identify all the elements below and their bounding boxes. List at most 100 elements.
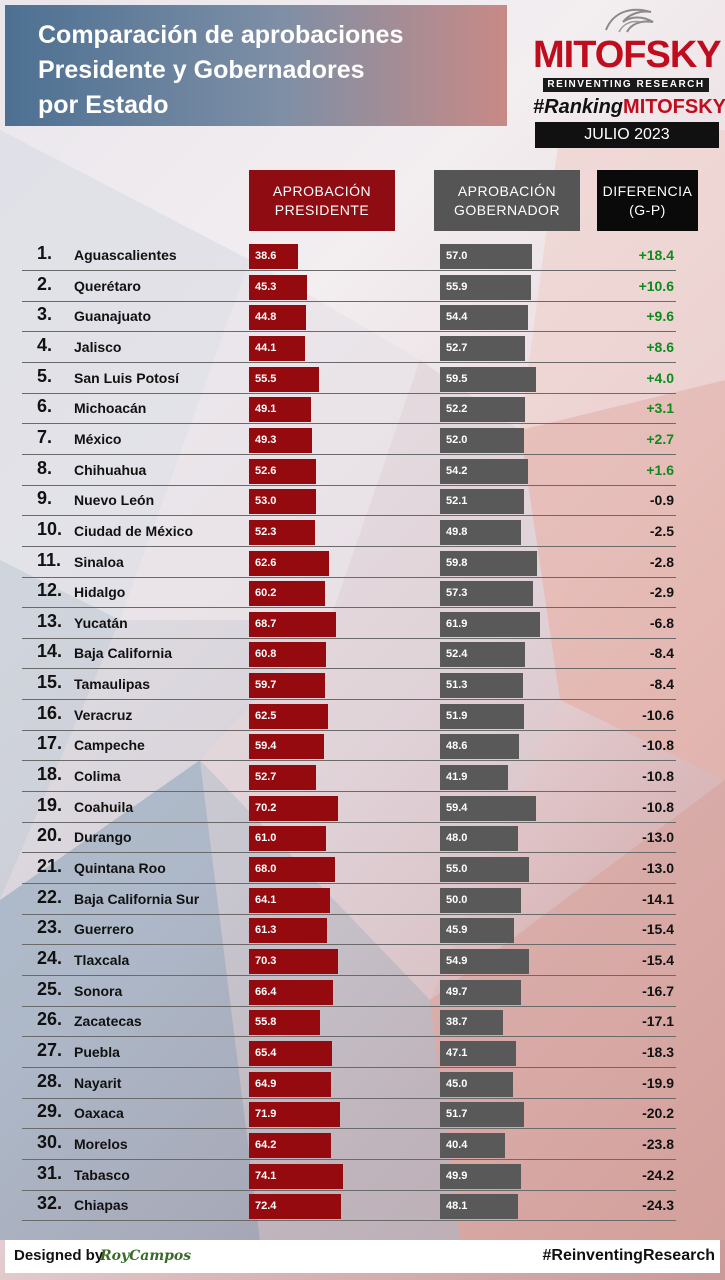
president-approval-value: 66.4 (255, 985, 277, 998)
rank-number: 12. (37, 580, 63, 601)
governor-approval-bar: 48.6 (440, 734, 519, 760)
governor-approval-value: 59.4 (446, 801, 468, 814)
governor-approval-value: 40.4 (446, 1138, 468, 1151)
difference-value: +4.0 (646, 369, 674, 386)
table-row: 26. Zacatecas 55.8 38.7 -17.1 (22, 1007, 676, 1038)
rank-number: 3. (37, 304, 53, 325)
row-divider (22, 913, 676, 915)
governor-approval-bar: 41.9 (440, 765, 508, 791)
president-approval-value: 64.9 (255, 1077, 277, 1090)
state-name: Colima (74, 768, 121, 785)
table-row: 28. Nayarit 64.9 45.0 -19.9 (22, 1069, 676, 1099)
governor-approval-bar: 51.7 (440, 1102, 524, 1128)
row-divider (22, 883, 676, 884)
president-approval-bar: 60.8 (249, 642, 327, 668)
state-name: Tamaulipas (74, 676, 150, 693)
state-name: Querétaro (74, 277, 141, 294)
difference-value: +3.1 (646, 400, 674, 417)
rank-number: 20. (37, 825, 63, 846)
row-divider (22, 944, 676, 946)
president-approval-value: 49.1 (255, 403, 277, 416)
table-row: 2. Querétaro 45.3 55.9 +10.6 (22, 272, 676, 302)
president-approval-bar: 45.3 (249, 274, 307, 300)
president-approval-bar: 49.3 (249, 427, 312, 453)
row-divider (22, 1036, 676, 1038)
president-approval-value: 52.7 (255, 771, 277, 784)
governor-approval-bar: 40.4 (440, 1132, 506, 1158)
row-divider (22, 1158, 676, 1160)
mitofsky-logo: MITOFSKY REINVENTING RESEARCH #RankingMI… (533, 4, 725, 148)
president-approval-value: 45.3 (255, 280, 277, 293)
table-row: 21. Quintana Roo 68.0 55.0 -13.0 (22, 854, 676, 884)
state-name: Hidalgo (74, 584, 126, 601)
president-approval-bar: 70.2 (249, 795, 339, 821)
table-row: 23. Guerrero 61.3 45.9 -15.4 (22, 915, 676, 946)
governor-approval-value: 48.1 (446, 1200, 468, 1213)
difference-value: -13.0 (642, 829, 674, 846)
governor-approval-value: 54.2 (446, 464, 468, 477)
table-row: 6. Michoacán 49.1 52.2 +3.1 (22, 394, 676, 425)
governor-approval-bar: 52.1 (440, 489, 525, 515)
rank-number: 18. (37, 764, 63, 785)
row-divider (22, 699, 676, 701)
governor-approval-value: 50.0 (446, 893, 468, 906)
governor-approval-value: 49.8 (446, 525, 468, 538)
president-approval-value: 64.1 (255, 893, 277, 906)
difference-value: -0.9 (649, 492, 674, 509)
governor-approval-bar: 45.0 (440, 1071, 513, 1097)
row-divider (22, 637, 676, 639)
difference-value: -15.4 (642, 921, 674, 938)
state-name: Chihuahua (74, 461, 147, 478)
difference-value: -15.4 (642, 951, 674, 968)
table-row: 25. Sonora 66.4 49.7 -16.7 (22, 977, 676, 1007)
president-approval-bar: 61.0 (249, 826, 327, 852)
header-president-approval: APROBACIÓN PRESIDENTE (249, 170, 395, 231)
table-row: 32. Chiapas 72.4 48.1 -24.3 (22, 1191, 676, 1222)
state-name: Jalisco (74, 338, 122, 355)
row-divider (22, 1189, 676, 1191)
president-approval-bar: 55.8 (249, 1010, 320, 1036)
president-approval-value: 74.1 (255, 1169, 277, 1182)
table-row: 31. Tabasco 74.1 49.9 -24.2 (22, 1161, 676, 1191)
difference-value: +8.6 (646, 338, 674, 355)
difference-value: -13.0 (642, 860, 674, 876)
row-divider (22, 453, 676, 455)
logo-hashtag: #RankingMITOFSKY (533, 96, 725, 119)
president-approval-value: 38.6 (255, 250, 277, 262)
difference-value: -14.1 (642, 890, 674, 907)
state-name: Veracruz (74, 706, 133, 723)
president-approval-value: 59.4 (255, 740, 277, 753)
state-name: Quintana Roo (74, 860, 166, 876)
page-title: Comparación de aprobaciones Presidente y… (38, 18, 498, 123)
governor-approval-bar: 49.8 (440, 519, 521, 545)
president-approval-bar: 44.1 (249, 335, 305, 361)
governor-approval-value: 59.5 (446, 372, 468, 385)
governor-approval-value: 47.1 (446, 1046, 468, 1059)
table-row: 19. Coahuila 70.2 59.4 -10.8 (22, 793, 676, 823)
president-approval-bar: 62.6 (249, 550, 329, 576)
row-divider (22, 821, 676, 823)
president-approval-value: 60.2 (255, 587, 277, 600)
governor-approval-value: 51.3 (446, 679, 468, 692)
row-divider (22, 668, 676, 670)
table-row: 17. Campeche 59.4 48.6 -10.8 (22, 731, 676, 762)
rank-number: 27. (37, 1039, 63, 1060)
rank-number: 7. (37, 426, 53, 447)
difference-value: -16.7 (642, 982, 674, 999)
row-divider (22, 361, 676, 363)
difference-value: -8.4 (649, 676, 674, 693)
difference-value: +18.4 (638, 247, 674, 263)
state-name: Campeche (74, 737, 145, 754)
president-approval-bar: 52.7 (249, 765, 316, 791)
rank-number: 10. (37, 518, 63, 539)
table-row: 29. Oaxaca 71.9 51.7 -20.2 (22, 1099, 676, 1130)
rank-number: 11. (37, 549, 62, 570)
president-approval-bar: 38.6 (249, 244, 299, 269)
rank-number: 4. (37, 334, 53, 355)
president-approval-value: 55.8 (255, 1016, 277, 1029)
header-governor-approval: APROBACIÓN GOBERNADOR (434, 170, 580, 231)
header-difference: DIFERENCIA (G-P) (597, 170, 698, 231)
governor-approval-bar: 54.9 (440, 948, 529, 974)
rank-number: 32. (37, 1193, 63, 1214)
president-approval-value: 70.3 (255, 954, 277, 967)
